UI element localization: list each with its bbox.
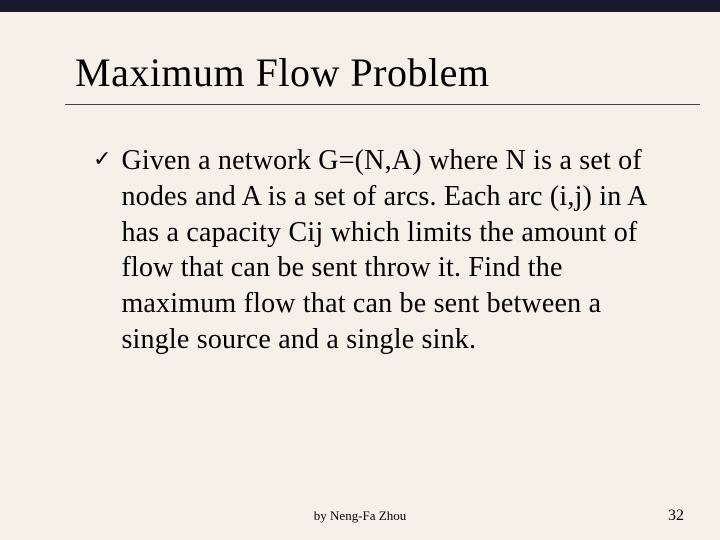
body-text: Given a network G=(N,A) where N is a set… [121, 143, 670, 358]
body-text-wrapper: ✓ Given a network G=(N,A) where N is a s… [93, 143, 670, 358]
footer-author: by Neng-Fa Zhou [314, 508, 406, 524]
body-container: ✓ Given a network G=(N,A) where N is a s… [75, 143, 670, 358]
slide-content: Maximum Flow Problem ✓ Given a network G… [0, 12, 720, 358]
title-underline [65, 104, 700, 105]
top-accent-bar [0, 0, 720, 12]
footer-page-number: 32 [668, 507, 684, 525]
checkmark-icon: ✓ [93, 146, 111, 172]
slide-title: Maximum Flow Problem [75, 49, 670, 96]
